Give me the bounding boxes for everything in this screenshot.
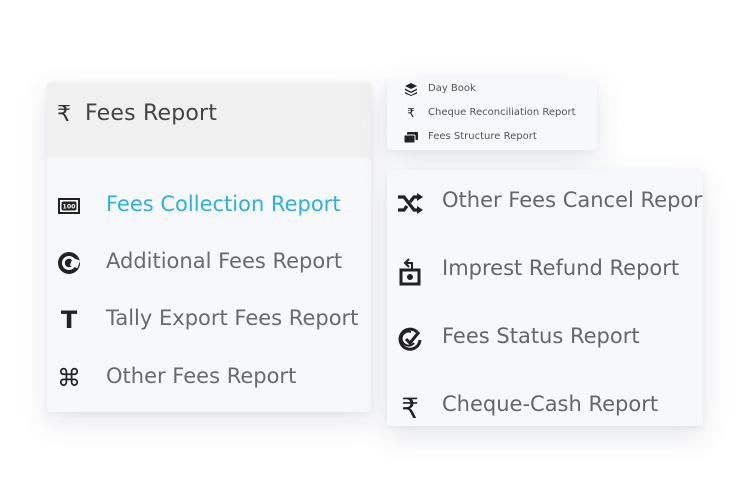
menu-item-day-book[interactable]: Day Book (387, 79, 597, 101)
fees-report-title: Fees Report (85, 101, 218, 126)
menu-item-cheque-cash-report[interactable]: ₹ Cheque-Cash Report (387, 386, 703, 426)
menu-item-additional-fees-report[interactable]: Additional Fees Report (47, 243, 371, 283)
menu-item-label: Additional Fees Report (106, 249, 343, 273)
menu-item-label: Other Fees Report (106, 364, 297, 388)
menu-item-label: Tally Export Fees Report (106, 306, 359, 330)
rupee-icon: ₹ (407, 106, 415, 120)
menu-item-label: Cheque-Cash Report (442, 392, 659, 416)
menu-item-fees-status-report[interactable]: Fees Status Report (387, 318, 703, 358)
menu-item-label: Imprest Refund Report (442, 256, 680, 280)
circular-arrow-icon (55, 249, 83, 277)
svg-text:100: 100 (63, 204, 77, 211)
report-submenu: Day Book ₹ Cheque Reconciliation Report … (387, 78, 597, 150)
rupee-icon: ₹ (57, 102, 71, 127)
shuffle-icon (396, 190, 424, 218)
menu-item-other-fees-report[interactable]: ⌘ Other Fees Report (47, 358, 371, 398)
menu-item-imprest-refund-report[interactable]: Imprest Refund Report (387, 250, 703, 290)
check-circle-icon (396, 326, 424, 354)
layers-icon (404, 82, 418, 96)
banknote-100-icon: 100 (55, 192, 83, 220)
menu-item-label: Day Book (428, 83, 476, 94)
other-reports-menu: Other Fees Cancel Report Imprest Refund … (387, 170, 703, 426)
fees-report-menu: ₹ Fees Report 100 Fees Collection Report… (47, 82, 371, 412)
command-key-icon: ⌘ (57, 364, 81, 392)
menu-item-fees-collection-report[interactable]: 100 Fees Collection Report (47, 186, 371, 226)
rupee-icon: ₹ (401, 391, 419, 425)
menu-item-cheque-reconciliation-report[interactable]: ₹ Cheque Reconciliation Report (387, 103, 597, 125)
menu-item-label: Fees Structure Report (428, 131, 537, 142)
menu-item-label: Cheque Reconciliation Report (428, 107, 576, 118)
menu-item-fees-structure-report[interactable]: Fees Structure Report (387, 127, 597, 149)
refund-box-icon (396, 258, 424, 286)
fees-report-header[interactable]: ₹ Fees Report (47, 82, 371, 158)
menu-item-label: Fees Status Report (442, 324, 640, 348)
cards-icon (404, 130, 418, 144)
letter-t-icon: T (60, 306, 78, 334)
menu-item-label: Fees Collection Report (106, 192, 341, 216)
menu-item-other-fees-cancel-report[interactable]: Other Fees Cancel Report (387, 182, 703, 222)
menu-item-tally-export-fees-report[interactable]: T Tally Export Fees Report (47, 300, 371, 340)
menu-item-label: Other Fees Cancel Report (442, 188, 703, 212)
